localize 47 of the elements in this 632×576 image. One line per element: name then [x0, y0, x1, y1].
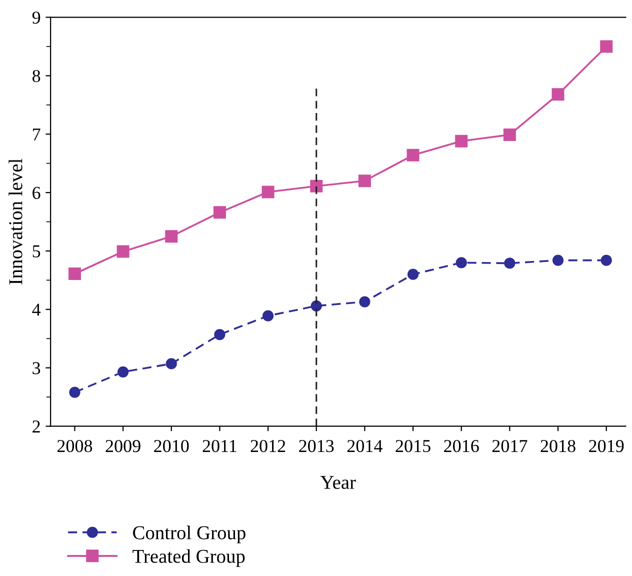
y-tick-label: 2 — [32, 420, 40, 433]
x-tick-label: 2018 — [540, 440, 576, 452]
point — [503, 128, 516, 141]
y-axis-title: Innovation level — [8, 158, 22, 285]
y-tick-label: 9 — [32, 12, 40, 24]
point — [213, 206, 226, 219]
point — [407, 268, 419, 280]
x-tick-label: 2010 — [154, 440, 189, 452]
x-tick-label: 2014 — [347, 440, 382, 452]
point — [310, 180, 323, 192]
point — [406, 148, 420, 162]
point — [116, 245, 130, 258]
x-tick-label: 2013 — [299, 440, 334, 452]
point — [262, 186, 274, 198]
point — [69, 386, 80, 398]
y-tick-label: 6 — [32, 186, 40, 199]
point — [600, 40, 613, 53]
point — [118, 366, 129, 378]
point — [68, 268, 81, 280]
x-tick-label: 2016 — [444, 440, 479, 452]
y-tick-label: 3 — [32, 362, 40, 374]
point — [166, 358, 177, 370]
point — [262, 310, 274, 322]
y-tick-label: 5 — [32, 245, 40, 258]
point — [358, 174, 371, 188]
point — [165, 230, 178, 243]
x-tick-label: 2019 — [589, 440, 624, 452]
point — [456, 257, 467, 268]
x-tick-label: 2011 — [202, 440, 236, 452]
y-tick-label: 4 — [32, 304, 41, 316]
legend-label: Control Group — [133, 526, 246, 544]
point — [552, 88, 564, 101]
legend-label: Treated Group — [132, 549, 245, 567]
point — [504, 258, 516, 269]
point — [600, 254, 612, 266]
x-axis-title: Year — [320, 476, 356, 489]
y-tick-label: 7 — [33, 128, 40, 140]
x-tick-label: 2012 — [250, 440, 286, 452]
point — [359, 296, 370, 308]
point — [552, 254, 564, 266]
y-tick-label: 8 — [32, 70, 40, 82]
x-tick-label: 2017 — [492, 440, 528, 452]
point — [214, 328, 226, 340]
point — [455, 134, 468, 148]
x-tick-label: 2008 — [57, 440, 92, 452]
x-tick-label: 2015 — [396, 440, 430, 452]
x-tick-label: 2009 — [106, 440, 140, 452]
